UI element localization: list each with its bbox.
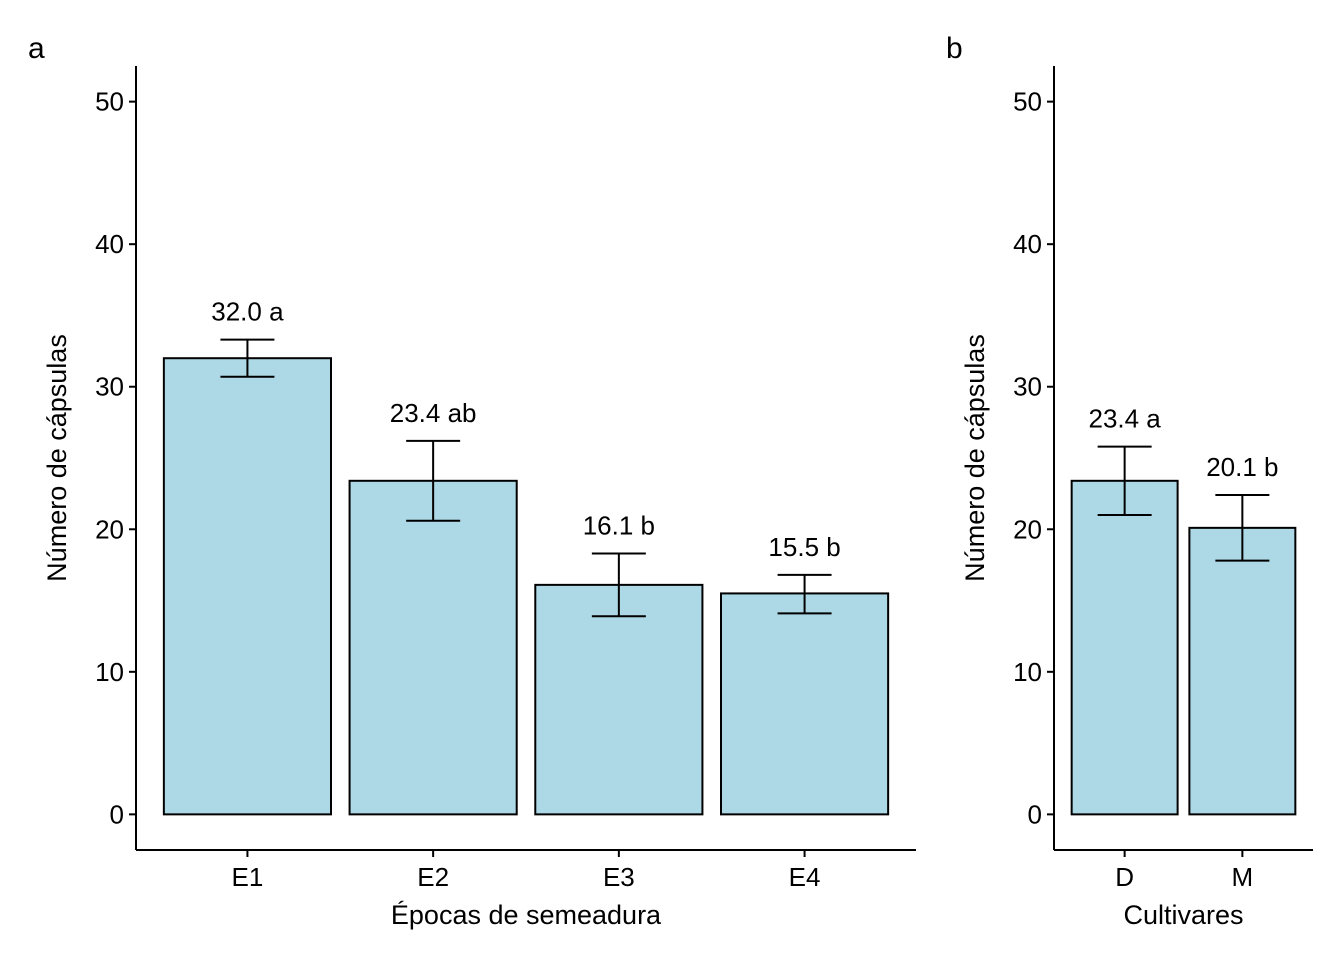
y-tick-label: 30 bbox=[1013, 372, 1042, 402]
bar-E3 bbox=[534, 583, 704, 816]
error-bar-E2 bbox=[406, 439, 461, 522]
bar-D bbox=[1070, 479, 1179, 816]
y-axis-title: Número de cápsulas bbox=[960, 334, 990, 582]
data-label: 23.4 a bbox=[1088, 404, 1161, 434]
x-tick-label: D bbox=[1115, 862, 1134, 892]
x-axis-title: Épocas de semeadura bbox=[391, 900, 662, 930]
data-label: 16.1 b bbox=[583, 511, 655, 541]
panel-letter: b bbox=[946, 32, 963, 65]
y-tick-label: 10 bbox=[1013, 657, 1042, 687]
panel-a: a 32.0 a 23.4 ab 16.1 b 15.5 b 0 10 20 30 40 50 E1 E… bbox=[28, 32, 916, 930]
x-tick-label: M bbox=[1232, 862, 1254, 892]
y-tick-label: 10 bbox=[95, 657, 124, 687]
y-tick-label: 0 bbox=[110, 799, 124, 829]
error-bar-E1 bbox=[220, 338, 275, 378]
data-label: 32.0 a bbox=[211, 297, 284, 327]
x-tick-label: E3 bbox=[603, 862, 635, 892]
error-bar-E3 bbox=[591, 552, 646, 618]
panel-letter: a bbox=[28, 32, 45, 65]
y-tick-label: 0 bbox=[1028, 799, 1042, 829]
error-bar-M bbox=[1215, 494, 1270, 562]
y-tick-label: 40 bbox=[1013, 229, 1042, 259]
data-label: 20.1 b bbox=[1206, 452, 1278, 482]
x-axis-title: Cultivares bbox=[1123, 900, 1243, 930]
y-tick-label: 20 bbox=[95, 514, 124, 544]
error-bar-D bbox=[1097, 445, 1152, 517]
x-tick-label: E4 bbox=[789, 862, 821, 892]
bar-E4 bbox=[720, 592, 890, 816]
x-tick-label: E1 bbox=[232, 862, 264, 892]
bar-M bbox=[1188, 526, 1297, 816]
y-tick-label: 20 bbox=[1013, 514, 1042, 544]
bar-E1 bbox=[162, 357, 332, 816]
y-tick-label: 40 bbox=[95, 229, 124, 259]
error-bar-E4 bbox=[777, 573, 832, 615]
x-tick-label: E2 bbox=[417, 862, 449, 892]
panel-b: b 23.4 a 20.1 b 0 10 20 30 40 50 D M Cultivares Núme… bbox=[946, 32, 1313, 930]
y-tick-label: 30 bbox=[95, 372, 124, 402]
y-tick-label: 50 bbox=[1013, 87, 1042, 117]
y-axis-title: Número de cápsulas bbox=[42, 334, 72, 582]
data-label: 15.5 b bbox=[768, 532, 840, 562]
bar-E2 bbox=[348, 479, 518, 816]
data-label: 23.4 ab bbox=[390, 398, 477, 428]
y-tick-label: 50 bbox=[95, 87, 124, 117]
